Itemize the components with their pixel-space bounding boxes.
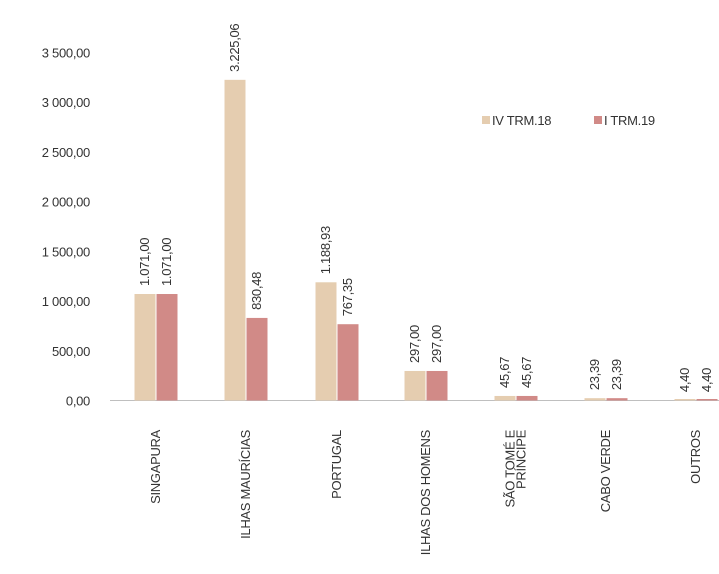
bar-iv-trm-18 (494, 395, 516, 401)
data-label: 1.188,93 (318, 226, 333, 274)
y-tick-label: 3 500,00 (42, 46, 90, 61)
bar-i-trm-19 (426, 370, 448, 401)
y-tick-label: 3 000,00 (42, 95, 90, 110)
data-label: 45,67 (519, 357, 534, 388)
legend-swatch (482, 116, 490, 124)
legend-swatch (594, 116, 602, 124)
category-label: SINGAPURA (148, 429, 163, 504)
bar-i-trm-19 (516, 395, 538, 401)
x-axis-category-labels: SINGAPURA ILHAS MAURÍCIAS PORTUGAL ILHAS DO… (148, 429, 703, 555)
bar-i-trm-19 (606, 398, 628, 401)
bars (134, 79, 718, 401)
data-label: 4,40 (677, 368, 692, 392)
bar-iv-trm-18 (134, 294, 156, 401)
bar-iv-trm-18 (404, 370, 426, 401)
data-label: 45,67 (497, 357, 512, 388)
legend: IV TRM.18 I TRM.19 (482, 113, 655, 128)
data-label: 23,39 (609, 359, 624, 390)
y-tick-label: 2 000,00 (42, 195, 90, 210)
data-label: 1.071,00 (137, 238, 152, 286)
data-label: 297,00 (429, 325, 444, 363)
data-label: 1.071,00 (159, 238, 174, 286)
category-label: ILHAS MAURÍCIAS (238, 429, 253, 539)
y-tick-label: 500,00 (52, 344, 90, 359)
category-label: CABO VERDE (598, 429, 613, 512)
bar-iv-trm-18 (315, 282, 337, 401)
data-label: 3.225,06 (227, 24, 242, 72)
legend-label: I TRM.19 (604, 113, 655, 128)
bar-i-trm-19 (696, 399, 718, 401)
category-label: OUTROS (688, 429, 703, 483)
bar-iv-trm-18 (584, 398, 606, 401)
data-label: 4,40 (699, 368, 714, 392)
bar-iv-trm-18 (224, 79, 246, 401)
y-tick-label: 2 500,00 (42, 145, 90, 160)
legend-label: IV TRM.18 (492, 113, 551, 128)
category-label: SÃO TOMÉ E (503, 429, 518, 507)
data-label: 830,48 (249, 272, 264, 310)
data-label: 23,39 (587, 359, 602, 390)
y-tick-label: 1 500,00 (42, 244, 90, 259)
bar-iv-trm-18 (674, 399, 696, 401)
data-labels: 1.071,00 3.225,06 1.188,93 297,00 45,67 23,39… (137, 24, 714, 392)
bar-i-trm-19 (246, 317, 268, 401)
y-axis-tick-labels: 0,00 500,00 1 000,00 1 500,00 2 000,00 2 500,… (42, 46, 91, 409)
category-label: PORTUGAL (329, 430, 344, 499)
data-label: 297,00 (407, 325, 422, 363)
y-tick-label: 0,00 (66, 394, 90, 409)
category-label: PRÍNCIPE (514, 429, 529, 489)
category-label: ILHAS DOS HOMENS (418, 429, 433, 555)
y-tick-label: 1 000,00 (42, 294, 90, 309)
data-label: 767,35 (340, 278, 355, 316)
bar-i-trm-19 (156, 294, 178, 401)
bar-i-trm-19 (337, 324, 359, 401)
